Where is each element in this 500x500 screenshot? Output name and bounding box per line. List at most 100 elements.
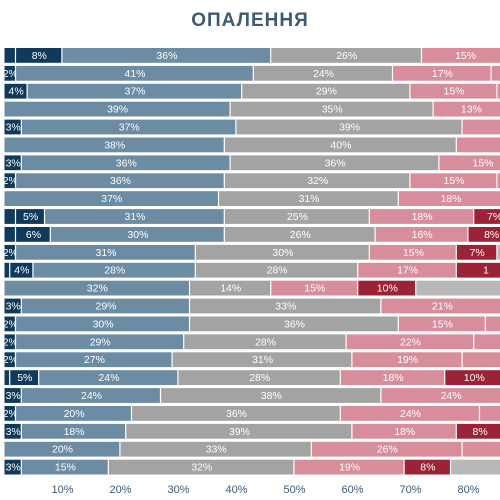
bar-segment — [178, 370, 340, 385]
bar-segment — [369, 244, 456, 260]
bar-segment — [456, 262, 500, 278]
data-label: 33% — [275, 301, 296, 313]
data-label: 15% — [455, 50, 476, 62]
bar-segment — [271, 280, 358, 296]
bar-segment — [4, 262, 10, 278]
data-label: 32% — [191, 462, 212, 474]
bar-segment — [4, 65, 15, 81]
x-tick-label: 50% — [283, 484, 305, 496]
data-label: 3% — [6, 462, 21, 474]
bar-segment — [16, 48, 62, 63]
bar-segment — [16, 244, 195, 260]
data-label: 38% — [261, 390, 282, 402]
data-label: 18% — [383, 372, 404, 384]
bar-segment — [253, 65, 392, 81]
bar-segment — [16, 406, 131, 421]
data-label: 15% — [432, 318, 453, 330]
bar-segment — [497, 83, 500, 99]
data-label: 1 — [483, 265, 489, 277]
data-label: 22% — [400, 336, 421, 348]
bar-segment — [4, 441, 120, 457]
chart-title: ОПАЛЕННЯ — [191, 10, 309, 31]
bar-segment — [4, 316, 15, 332]
data-label: 26% — [377, 444, 398, 456]
data-label: 32% — [307, 175, 328, 187]
bar-segment — [491, 65, 500, 81]
bar-segment — [393, 65, 491, 81]
bar-segment — [346, 334, 474, 350]
bar-segment — [16, 65, 253, 81]
bar-segment — [462, 441, 500, 457]
data-label: 37% — [124, 86, 145, 98]
bar-segment — [4, 48, 15, 63]
bar-segment — [10, 370, 39, 385]
data-label: 28% — [267, 265, 288, 277]
bar-segment — [4, 101, 230, 117]
data-label: 19% — [397, 354, 418, 366]
bar-segment — [485, 316, 500, 332]
data-label: 7% — [487, 211, 500, 223]
bar-segment — [4, 209, 15, 224]
data-label: 2% — [3, 408, 18, 420]
bar-segment — [4, 173, 15, 189]
data-label: 2% — [3, 354, 18, 366]
bar-segment — [195, 262, 358, 278]
data-label: 37% — [101, 193, 122, 205]
data-label: 31% — [95, 247, 116, 259]
data-label: 3% — [6, 122, 21, 134]
bar-segment — [219, 191, 398, 206]
bar-segment — [410, 173, 497, 189]
data-label: 17% — [432, 68, 453, 80]
data-label: 33% — [206, 444, 227, 456]
bar-segment — [404, 459, 450, 475]
bar-segment — [358, 280, 416, 296]
bar-segment — [381, 388, 500, 403]
bar-segment — [462, 352, 500, 368]
bar-segment — [4, 352, 15, 368]
bar-segment — [480, 406, 500, 421]
bar-segment — [4, 459, 21, 475]
bar-segment — [4, 119, 21, 135]
bar-segment — [224, 209, 369, 224]
bar-segment — [271, 48, 421, 63]
bar-segment — [439, 155, 500, 171]
bar-segment — [108, 459, 294, 475]
bar-segment — [456, 423, 500, 439]
data-label: 27% — [84, 354, 105, 366]
data-label: 20% — [64, 408, 85, 420]
data-label: 30% — [93, 318, 114, 330]
data-label: 3% — [6, 426, 21, 438]
data-label: 4% — [9, 86, 24, 98]
data-label: 24% — [400, 408, 421, 420]
bar-segment — [497, 173, 500, 189]
bar-segment — [224, 137, 456, 153]
bar-segment — [416, 280, 500, 296]
data-label: 24% — [98, 372, 119, 384]
x-tick-label: 10% — [51, 484, 73, 496]
x-tick-label: 60% — [341, 484, 363, 496]
bar-segment — [445, 370, 500, 385]
data-label: 28% — [255, 336, 276, 348]
x-tick-label: 20% — [109, 484, 131, 496]
data-label: 14% — [220, 283, 241, 295]
data-label: 17% — [397, 265, 418, 277]
bar-segment — [33, 262, 195, 278]
bar-segment — [4, 83, 27, 99]
bar-segment — [497, 244, 500, 260]
data-label: 32% — [87, 283, 108, 295]
data-label: 16% — [412, 229, 433, 241]
bar-segment — [4, 298, 21, 314]
data-label: 7% — [470, 247, 485, 259]
bar-segment — [422, 48, 500, 63]
data-label: 40% — [330, 139, 351, 151]
bar-segment — [433, 101, 500, 117]
bar-segment — [375, 227, 468, 242]
bar-segment — [161, 388, 381, 403]
bar-segment — [224, 227, 375, 242]
bar-segment — [21, 298, 189, 314]
data-label: 6% — [26, 229, 41, 241]
x-tick-label: 80% — [457, 484, 479, 496]
bar-segment — [236, 119, 462, 135]
bar-segment — [352, 352, 462, 368]
